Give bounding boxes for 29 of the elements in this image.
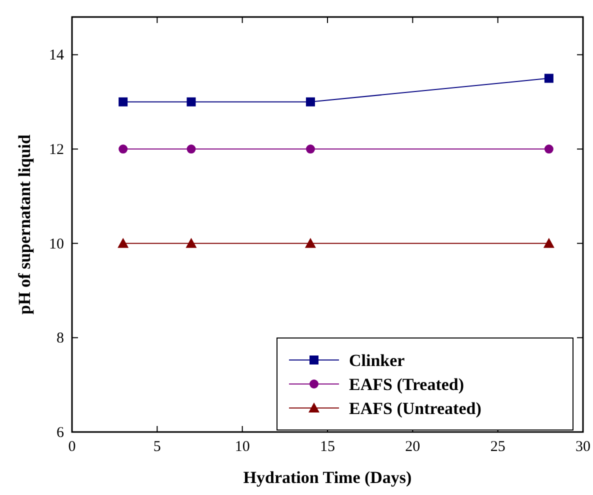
point: [118, 97, 128, 106]
x-tick-label: 5: [153, 439, 161, 455]
y-axis-title: pH of supernatant liquid: [15, 134, 34, 314]
legend-label: EAFS (Treated): [349, 375, 464, 394]
y-tick-label: 12: [49, 142, 64, 158]
x-tick-label: 30: [576, 439, 590, 455]
y-tick-label: 10: [49, 236, 64, 252]
point: [304, 238, 316, 248]
point: [306, 97, 315, 106]
point: [118, 144, 128, 154]
point: [544, 74, 554, 83]
x-tick-label: 0: [68, 439, 76, 455]
x-tick-label: 25: [490, 439, 506, 455]
x-axis-title: Hydration Time (Days): [243, 468, 412, 487]
point: [186, 144, 196, 154]
x-tick-label: 15: [320, 439, 335, 455]
point: [543, 238, 554, 248]
point: [186, 97, 196, 106]
x-tick-label: 10: [234, 439, 250, 455]
point: [118, 238, 129, 248]
legend-label: EAFS (Untreated): [349, 399, 482, 418]
y-tick-label: 14: [49, 48, 64, 64]
point: [544, 144, 554, 154]
y-tick-label: 6: [56, 425, 64, 441]
legend-label: Clinker: [349, 351, 406, 370]
x-tick-label: 20: [405, 439, 420, 455]
point: [306, 144, 315, 154]
y-tick-label: 8: [56, 330, 64, 347]
point: [186, 238, 197, 248]
